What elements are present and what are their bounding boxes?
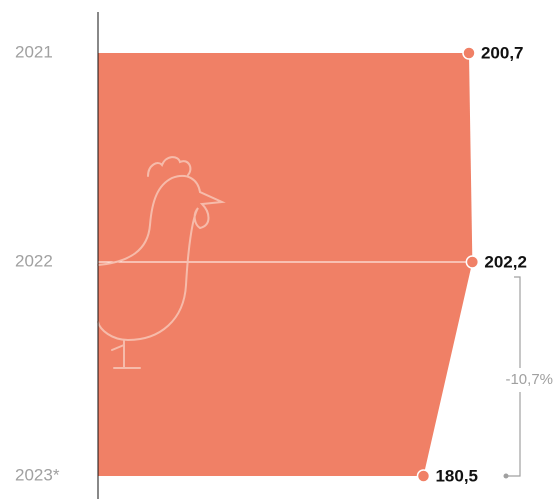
rooster-body bbox=[97, 174, 226, 342]
layer-area bbox=[98, 53, 473, 476]
data-point bbox=[462, 46, 476, 60]
bracket-dot bbox=[503, 473, 509, 479]
category-label: 2022 bbox=[15, 251, 53, 270]
rooster-leg bbox=[111, 339, 141, 369]
value-label: 202,2 bbox=[484, 252, 527, 271]
category-label: 2023* bbox=[15, 465, 60, 484]
area bbox=[98, 53, 473, 476]
value-label: 180,5 bbox=[435, 466, 478, 485]
rooster-icon bbox=[97, 156, 226, 369]
rooster-comb bbox=[147, 156, 192, 177]
value-label: 200,7 bbox=[481, 43, 524, 62]
data-point bbox=[465, 255, 480, 269]
annotation-bg bbox=[488, 368, 553, 392]
change-bracket bbox=[488, 276, 553, 479]
annotation: -10,7% bbox=[505, 371, 553, 388]
data-point bbox=[416, 469, 431, 483]
category-label: 2021 bbox=[15, 42, 53, 61]
